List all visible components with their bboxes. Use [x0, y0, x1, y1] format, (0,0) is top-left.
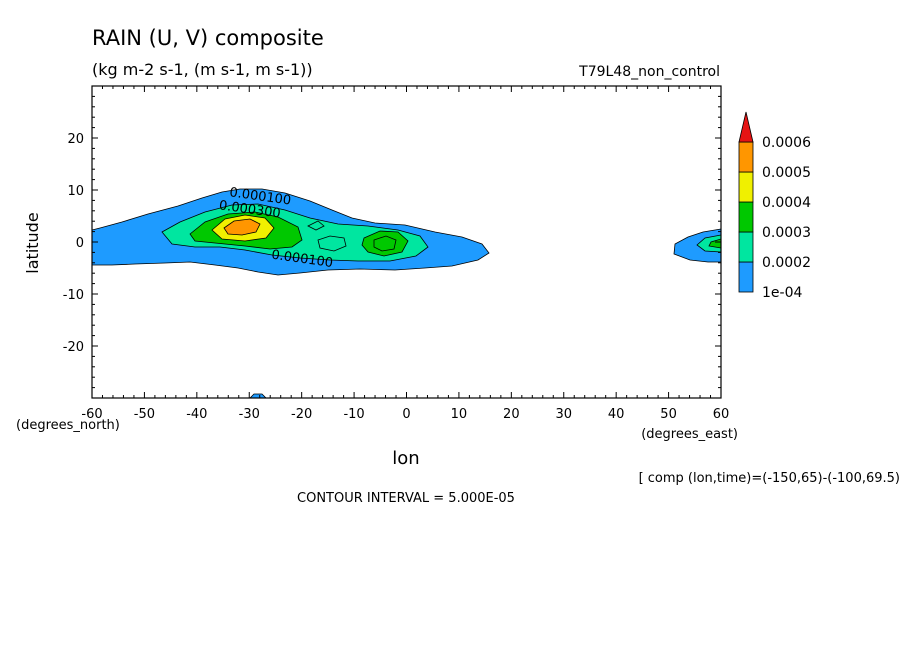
x-tick-label: -50 — [134, 407, 155, 422]
y-tick-labels: 20 10 0 -10 -20 — [63, 132, 84, 355]
rain-contour — [249, 393, 267, 398]
y-axis-label: latitude — [23, 212, 42, 273]
x-tick-label: -10 — [343, 407, 364, 422]
colorbar-swatch — [738, 171, 754, 203]
rain-field — [92, 188, 721, 398]
colorbar: 1e-04 0.0002 0.0003 0.0004 0.0005 0.0006 — [738, 111, 811, 301]
composite-note: [ comp (lon,time)=(-150,65)-(-100,69.5) — [639, 471, 900, 486]
x-tick-label: 40 — [608, 407, 625, 422]
colorbar-label: 0.0004 — [762, 195, 811, 211]
rain-shade-0.0003-east — [708, 238, 721, 249]
run-label: T79L48_non_control — [578, 64, 720, 80]
y-tick-label: -20 — [63, 340, 84, 355]
colorbar-label: 0.0006 — [762, 135, 811, 151]
colorbar-swatch — [738, 141, 754, 173]
x-tick-label: 60 — [713, 407, 730, 422]
x-unit-label: (degrees_east) — [641, 427, 738, 442]
colorbar-label: 0.0005 — [762, 165, 811, 181]
x-tick-label: -60 — [81, 407, 102, 422]
x-tick-label: 0 — [402, 407, 410, 422]
colorbar-triangle — [738, 111, 754, 143]
x-tick-label: -40 — [186, 407, 207, 422]
x-tick-label: 10 — [451, 407, 468, 422]
colorbar-swatch — [738, 261, 754, 293]
rain-contour — [317, 235, 347, 252]
y-unit-label: (degrees_north) — [16, 418, 120, 433]
colorbar-label: 1e-04 — [762, 285, 802, 301]
x-tick-label: -20 — [291, 407, 312, 422]
rain-contour — [307, 220, 325, 231]
y-tick-label: 10 — [67, 184, 84, 199]
y-tick-label: 0 — [76, 236, 84, 251]
colorbar-swatch — [738, 201, 754, 233]
rain-shade-0.0005 — [223, 218, 261, 236]
x-tick-labels: -60 -50 -40 -30 -20 -10 0 10 20 30 40 50 60 — [81, 407, 729, 422]
axis-ticks — [91, 85, 722, 399]
colorbar-label: 0.0003 — [762, 225, 811, 241]
rain-shade-0.0002-east — [696, 234, 721, 253]
colorbar-label: 0.0002 — [762, 255, 811, 271]
x-tick-label: 30 — [555, 407, 572, 422]
rain-shade-0.0003-b — [361, 230, 409, 257]
x-tick-label: 20 — [503, 407, 520, 422]
chart-units: (kg m-2 s-1, (m s-1, m s-1)) — [92, 60, 313, 79]
rain-contour — [373, 235, 397, 252]
x-axis-label: lon — [392, 448, 419, 469]
x-tick-label: -30 — [239, 407, 260, 422]
y-tick-label: -10 — [63, 288, 84, 303]
x-tick-label: 50 — [660, 407, 677, 422]
contour-interval: CONTOUR INTERVAL = 5.000E-05 — [297, 491, 515, 506]
chart-title: RAIN (U, V) composite — [92, 26, 324, 50]
y-tick-label: 20 — [67, 132, 84, 147]
colorbar-swatch — [738, 231, 754, 263]
